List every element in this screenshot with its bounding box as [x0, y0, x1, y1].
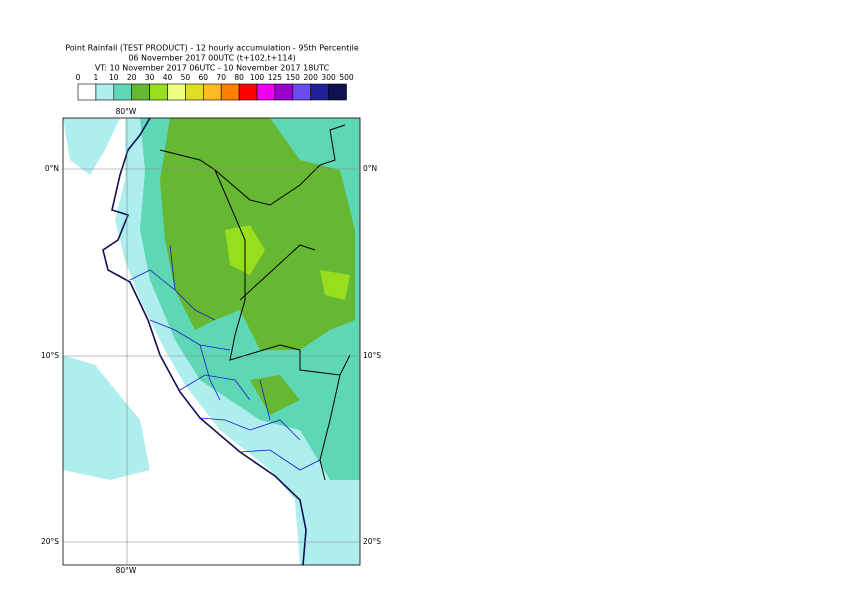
colorbar-label: 150	[286, 73, 301, 82]
rain-area	[63, 355, 150, 480]
colorbar-swatch	[238, 83, 258, 101]
colorbar-swatch	[167, 83, 186, 101]
rain-area	[320, 270, 350, 300]
rain-area	[63, 118, 120, 175]
colorbar-swatch	[95, 83, 115, 101]
title: Point Rainfall (TEST PRODUCT) - 12 hourl…	[65, 44, 359, 53]
colorbar-label: 200	[304, 73, 319, 82]
rain-area	[160, 118, 355, 350]
colorbar-label: 50	[181, 73, 191, 82]
country-border	[159, 124, 351, 481]
colorbar-swatch	[292, 83, 311, 101]
colorbar-label: 300	[321, 73, 336, 82]
colorbar-label: 100	[250, 73, 265, 82]
lon-label: 80°W	[116, 107, 137, 116]
coastline	[102, 118, 307, 565]
colorbar: 0 1 10 20 30 40 50 60 70 80 100 125 150 200 300 500	[76, 73, 354, 101]
colorbar-swatch	[256, 83, 276, 101]
lat-label: 10°S	[41, 351, 59, 360]
colorbar-swatch	[113, 83, 133, 101]
colorbar-label: 500	[339, 73, 354, 82]
lon-label: 80°W	[116, 566, 137, 575]
colorbar-label: 40	[163, 73, 173, 82]
lat-label: 0°N	[45, 164, 59, 173]
colorbar-label: 0	[76, 73, 81, 82]
colorbar-label: 10	[109, 73, 119, 82]
lat-label: 10°S	[363, 351, 381, 360]
colorbar-label: 30	[145, 73, 155, 82]
colorbar-swatch	[131, 83, 150, 101]
map	[63, 118, 360, 565]
lat-label: 20°S	[41, 537, 59, 546]
colorbar-swatch	[220, 83, 240, 101]
colorbar-swatch	[328, 83, 347, 101]
colorbar-swatch	[185, 83, 204, 101]
colorbar-label: 1	[94, 73, 99, 82]
lat-label: 0°N	[363, 164, 377, 173]
region-border	[129, 244, 321, 471]
colorbar-swatch	[274, 83, 294, 101]
map-frame	[62, 117, 361, 566]
subtitle: 06 November 2017 00UTC (t+102,t+114)	[128, 54, 295, 63]
colorbar-label: 80	[234, 73, 244, 82]
rain-area	[250, 375, 300, 415]
colorbar-swatch	[149, 83, 168, 101]
colorbar-swatch	[77, 83, 97, 101]
colorbar-label: 70	[216, 73, 226, 82]
colorbar-label: 125	[268, 73, 283, 82]
valid-time: VT: 10 November 2017 06UTC - 10 November…	[95, 64, 330, 73]
colorbar-label: 60	[199, 73, 209, 82]
colorbar-label: 20	[127, 73, 137, 82]
lat-label: 20°S	[363, 537, 381, 546]
colorbar-swatch	[203, 83, 222, 101]
colorbar-swatch	[310, 83, 329, 101]
